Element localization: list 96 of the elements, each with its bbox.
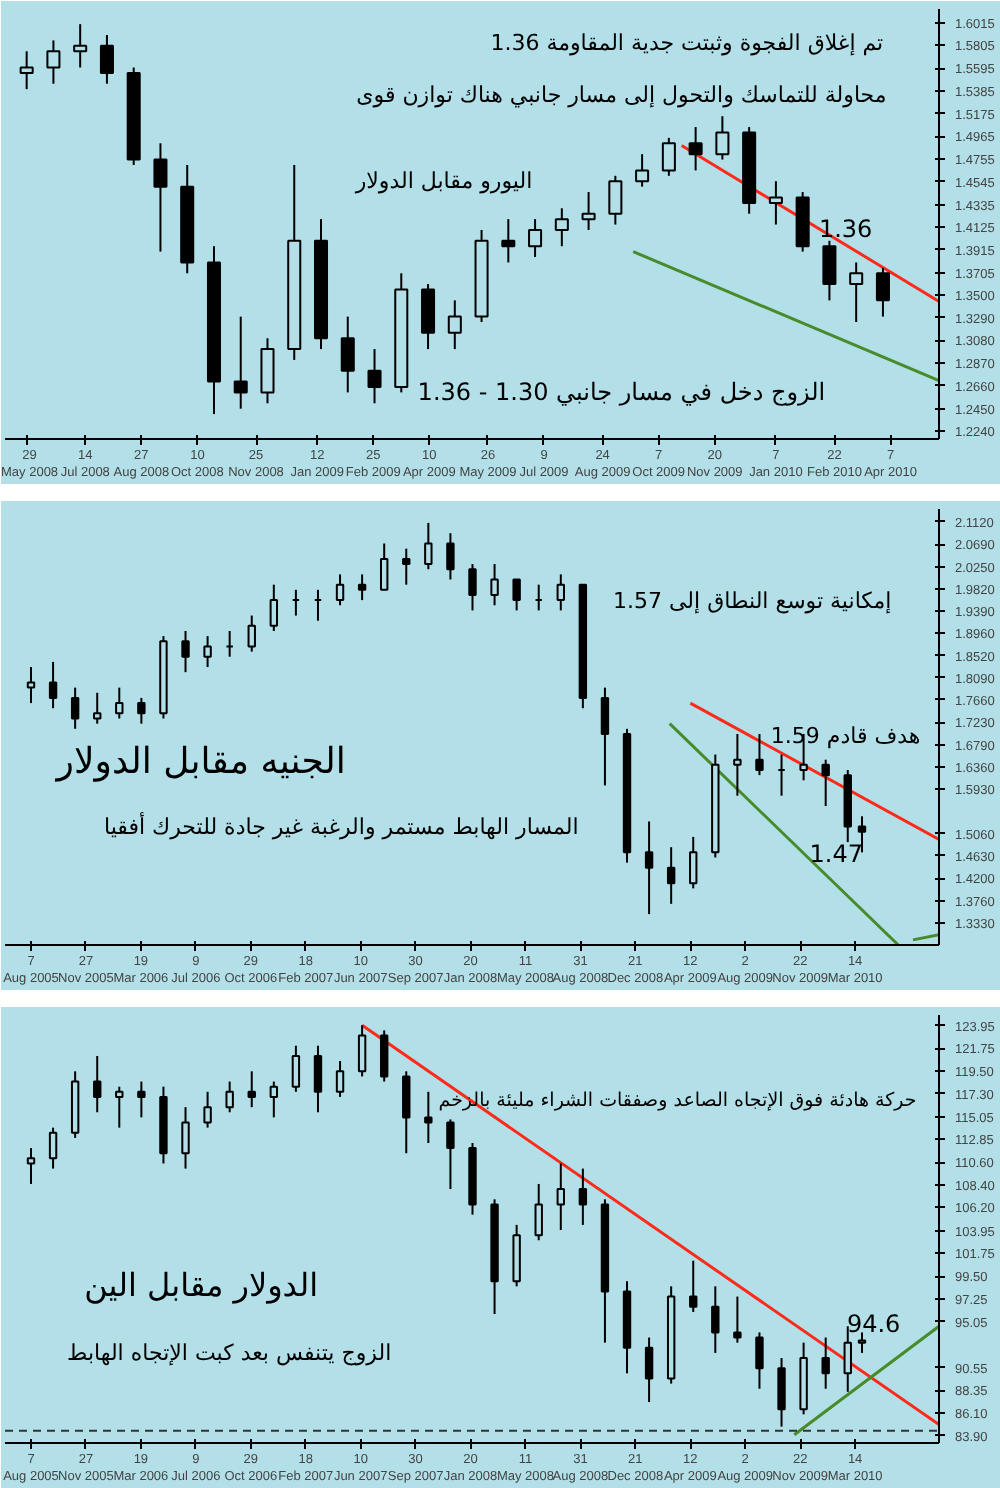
candlestick bbox=[857, 815, 867, 854]
candlestick bbox=[313, 1044, 323, 1114]
candlestick bbox=[26, 666, 36, 705]
candlestick bbox=[181, 1106, 190, 1170]
candlestick bbox=[357, 1024, 367, 1078]
candlestick bbox=[402, 1070, 411, 1155]
candlestick bbox=[661, 136, 676, 177]
candlestick bbox=[446, 1118, 455, 1191]
candlestick bbox=[269, 1080, 279, 1119]
annotation: محاولة للتماسك والتحول إلى مسار جانبي هناك توازن قوى bbox=[356, 82, 887, 108]
candlestick bbox=[93, 1054, 102, 1114]
candlestick bbox=[115, 686, 124, 720]
candlestick bbox=[115, 1085, 124, 1129]
candlestick bbox=[600, 686, 610, 787]
candlestick bbox=[608, 174, 623, 226]
candlestick bbox=[733, 1295, 742, 1344]
candlestick bbox=[269, 583, 279, 632]
candlestick bbox=[556, 573, 565, 612]
annotation: إمكانية توسع النطاق إلى 1.57 bbox=[613, 587, 892, 614]
candlestick bbox=[501, 218, 516, 264]
candlestick bbox=[93, 691, 102, 725]
candlestick bbox=[421, 283, 436, 351]
candlestick bbox=[554, 207, 569, 248]
candlestick bbox=[755, 732, 764, 777]
candlestick bbox=[849, 261, 864, 324]
candlestick bbox=[689, 1259, 698, 1313]
candlestick bbox=[379, 1029, 389, 1083]
candlestick bbox=[581, 191, 596, 231]
annotation: اليورو مقابل الدولار bbox=[353, 168, 533, 194]
candlestick bbox=[711, 1285, 720, 1354]
candlestick bbox=[48, 660, 58, 710]
candlestick bbox=[335, 1060, 345, 1098]
candlestick bbox=[48, 1126, 58, 1170]
candlestick bbox=[578, 1167, 588, 1226]
candlestick bbox=[666, 846, 676, 905]
candlestick bbox=[424, 1090, 433, 1144]
candlestick bbox=[821, 758, 830, 808]
annotation: الدولار مقابل الين bbox=[84, 1265, 319, 1304]
candlestick bbox=[556, 1162, 565, 1232]
candlestick bbox=[19, 50, 34, 91]
candlestick bbox=[821, 1336, 830, 1390]
candlestick bbox=[335, 573, 345, 607]
candlestick bbox=[73, 23, 88, 69]
candlestick bbox=[46, 39, 61, 85]
candlestick bbox=[225, 1080, 234, 1114]
candlestick bbox=[137, 1080, 146, 1119]
annotation: هدف قادم 1.59 bbox=[770, 722, 921, 749]
candlestick bbox=[340, 315, 355, 394]
candlestick bbox=[446, 532, 455, 581]
candlestick bbox=[857, 1331, 867, 1354]
candlestick bbox=[181, 630, 190, 674]
annotation: الجنيه مقابل الدولار bbox=[54, 740, 346, 783]
candlestick bbox=[689, 835, 698, 890]
annotation: المسار الهابط مستمر والرغبة غير جادة للتحرك أفقيا bbox=[103, 812, 579, 841]
candlestick bbox=[99, 33, 114, 85]
candlestick bbox=[768, 180, 783, 226]
annotation: 1.36 bbox=[818, 215, 873, 244]
candlestick bbox=[203, 635, 212, 669]
candlestick bbox=[247, 614, 256, 653]
candlestick bbox=[70, 686, 80, 730]
candlestick bbox=[644, 1336, 654, 1404]
candlestick bbox=[528, 218, 543, 259]
candlestick bbox=[424, 521, 433, 571]
candlestick bbox=[468, 563, 477, 612]
candlestick bbox=[875, 266, 890, 318]
candlestick bbox=[512, 578, 521, 612]
candlestick bbox=[755, 1331, 764, 1390]
candlestick bbox=[233, 315, 248, 410]
candlestick bbox=[26, 1147, 36, 1185]
candlestick bbox=[822, 239, 837, 302]
candlestick bbox=[153, 142, 168, 253]
annotation: 1.47 bbox=[809, 840, 863, 869]
candlestick bbox=[203, 1090, 212, 1129]
candlestick bbox=[688, 126, 703, 172]
annotation: الزوج يتنفس بعد كبت الإتجاه الهابط bbox=[67, 1340, 392, 1367]
annotation: 94.6 bbox=[846, 1310, 901, 1339]
candlestick bbox=[379, 542, 389, 591]
annotation: تم إغلاق الفجوة وثبتت جدية المقاومة 1.36 bbox=[490, 30, 884, 57]
candlestick bbox=[260, 337, 275, 405]
candlestick bbox=[357, 573, 367, 602]
candlestick bbox=[512, 1223, 521, 1288]
candlestick bbox=[291, 1044, 301, 1093]
candlestick bbox=[635, 153, 650, 188]
candlestick bbox=[447, 299, 462, 351]
candlestick bbox=[367, 348, 382, 405]
candlestick bbox=[733, 732, 742, 797]
candlestick bbox=[644, 820, 654, 916]
candlestick bbox=[843, 1325, 852, 1393]
annotation: الزوج دخل في مسار جانبي 1.30 - 1.36 bbox=[417, 377, 826, 406]
candlestick bbox=[715, 115, 730, 161]
candlestick bbox=[402, 547, 411, 586]
candlestick bbox=[247, 1070, 256, 1109]
candlestick bbox=[534, 1182, 543, 1242]
candlestick bbox=[777, 1357, 786, 1428]
candlestick bbox=[137, 696, 146, 725]
candlestick bbox=[490, 563, 499, 607]
